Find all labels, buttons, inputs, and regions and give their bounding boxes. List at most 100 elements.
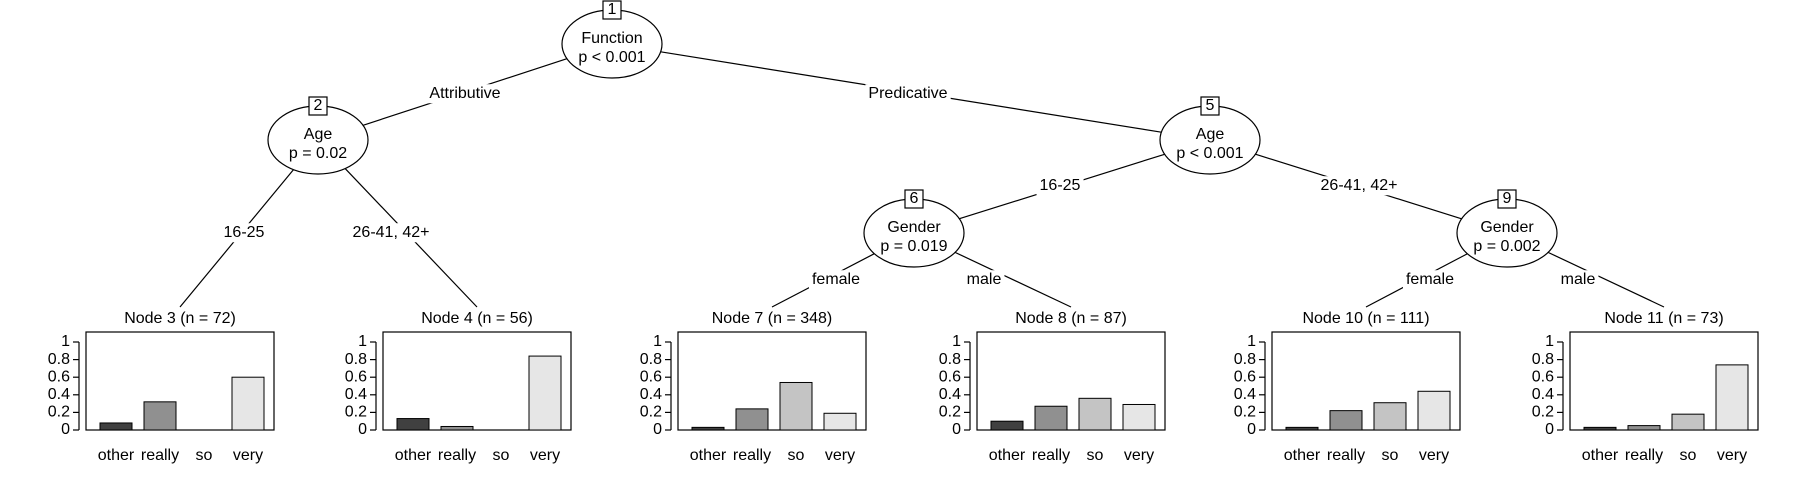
y-tick-label: 0 — [61, 421, 70, 438]
y-tick-label: 0 — [952, 421, 961, 438]
y-tick-label: 0.2 — [345, 404, 367, 421]
x-category-label: very — [530, 447, 560, 464]
node-id-box — [904, 189, 924, 209]
y-tick-label: 0 — [1545, 421, 1554, 438]
terminal-node-4: Node 4 (n = 56) 00.20.40.60.81 other really… — [345, 310, 572, 464]
y-tick-label: 1 — [1247, 333, 1256, 350]
node-id: 1 — [608, 1, 617, 18]
bar-so — [1373, 402, 1407, 431]
x-category-label: so — [493, 447, 510, 464]
inner-node-6: Gender p = 0.019 6 — [863, 189, 965, 268]
edge-label-1-5: Predicative — [865, 84, 951, 104]
y-tick-label: 0.2 — [1234, 404, 1256, 421]
bar-very — [1417, 390, 1451, 431]
node-pvalue: p < 0.001 — [578, 49, 645, 66]
node-variable: Gender — [1480, 219, 1534, 236]
y-tick-label: 0.6 — [1234, 368, 1256, 385]
edge-label-background — [1317, 176, 1401, 196]
edge-label-background — [808, 270, 864, 290]
x-category-label: so — [1680, 447, 1697, 464]
edge-label-text: 26-41, 42+ — [1321, 177, 1398, 194]
x-category-label: other — [1284, 447, 1321, 464]
edge-label-9-10: female — [1402, 270, 1458, 290]
y-tick-label: 0.2 — [640, 404, 662, 421]
y-tick-label: 0.2 — [939, 404, 961, 421]
y-tick-label: 1 — [61, 333, 70, 350]
y-tick-label: 0.8 — [48, 351, 70, 368]
y-tick-label: 0.6 — [640, 368, 662, 385]
x-category-label: really — [733, 447, 771, 464]
edge-label-background — [349, 223, 433, 243]
bar-very — [1715, 364, 1749, 431]
y-tick-label: 1 — [653, 333, 662, 350]
terminal-title: Node 4 (n = 56) — [421, 310, 533, 327]
terminal-node-10: Node 10 (n = 111) 00.20.40.60.81 other real… — [1234, 310, 1461, 464]
bar-so — [1078, 397, 1112, 431]
chart-frame — [976, 331, 1166, 431]
terminal-title: Node 8 (n = 87) — [1015, 310, 1127, 327]
x-category-label: so — [196, 447, 213, 464]
edge-label-text: 26-41, 42+ — [353, 224, 430, 241]
bar-other — [691, 426, 725, 431]
node-variable: Gender — [887, 219, 941, 236]
edge-label-text: male — [967, 271, 1002, 288]
y-tick-label: 0.4 — [1532, 386, 1554, 403]
edge-label-text: 16-25 — [224, 224, 265, 241]
node-id-box — [602, 0, 622, 20]
edge-label-background — [1557, 270, 1599, 290]
inner-nodes-layer: Function p < 0.001 1 Age p = 0.02 2 Age p < 0.0… — [267, 0, 1558, 268]
node-pvalue: p < 0.001 — [1176, 145, 1243, 162]
bar-other — [99, 422, 133, 431]
inner-node-5: Age p < 0.001 5 — [1159, 96, 1261, 175]
bar-so — [779, 381, 813, 431]
edge-label-background — [1402, 270, 1458, 290]
y-tick-label: 1 — [952, 333, 961, 350]
node-variable: Age — [304, 126, 333, 143]
chart-frame — [382, 331, 572, 431]
y-tick-label: 1 — [1545, 333, 1554, 350]
y-tick-label: 0.8 — [345, 351, 367, 368]
node-id: 5 — [1206, 97, 1215, 114]
chart-frame — [1569, 331, 1759, 431]
edge-label-background — [220, 223, 268, 243]
edge-label-6-7: female — [808, 270, 864, 290]
y-tick-label: 0 — [1247, 421, 1256, 438]
bar-really — [143, 401, 177, 431]
node-pvalue: p = 0.019 — [880, 238, 947, 255]
edge-label-background — [865, 84, 951, 104]
terminal-title: Node 7 (n = 348) — [712, 310, 833, 327]
y-tick-label: 0.4 — [939, 386, 961, 403]
bar-really — [1034, 405, 1068, 431]
bar-other — [1583, 426, 1617, 431]
x-category-label: other — [1582, 447, 1619, 464]
bar-very — [823, 412, 857, 431]
node-pvalue: p = 0.002 — [1473, 238, 1540, 255]
edge-label-5-9: 26-41, 42+ — [1317, 176, 1401, 196]
x-category-label: very — [1717, 447, 1747, 464]
bar-other — [396, 418, 430, 431]
terminal-title: Node 10 (n = 111) — [1302, 310, 1429, 327]
y-tick-label: 0.2 — [48, 404, 70, 421]
x-category-label: so — [1087, 447, 1104, 464]
node-variable: Function — [581, 30, 642, 47]
terminal-node-3: Node 3 (n = 72) 00.20.40.60.81 other really… — [48, 310, 275, 464]
edge-label-2-4: 26-41, 42+ — [349, 223, 433, 243]
y-tick-label: 0.8 — [1234, 351, 1256, 368]
x-category-label: other — [395, 447, 432, 464]
bar-really — [735, 408, 769, 431]
y-tick-label: 0.2 — [1532, 404, 1554, 421]
inner-node-9: Gender p = 0.002 9 — [1456, 189, 1558, 268]
bar-really — [1627, 425, 1661, 431]
bar-really — [440, 425, 474, 431]
node-variable: Age — [1196, 126, 1225, 143]
y-tick-label: 0.4 — [640, 386, 662, 403]
chart-frame — [1271, 331, 1461, 431]
edge-9-11 — [1547, 251, 1665, 308]
x-category-label: really — [1625, 447, 1663, 464]
node-pvalue: p = 0.02 — [289, 145, 347, 162]
x-category-label: other — [690, 447, 727, 464]
edge-label-text: male — [1561, 271, 1596, 288]
node-id: 9 — [1503, 190, 1512, 207]
